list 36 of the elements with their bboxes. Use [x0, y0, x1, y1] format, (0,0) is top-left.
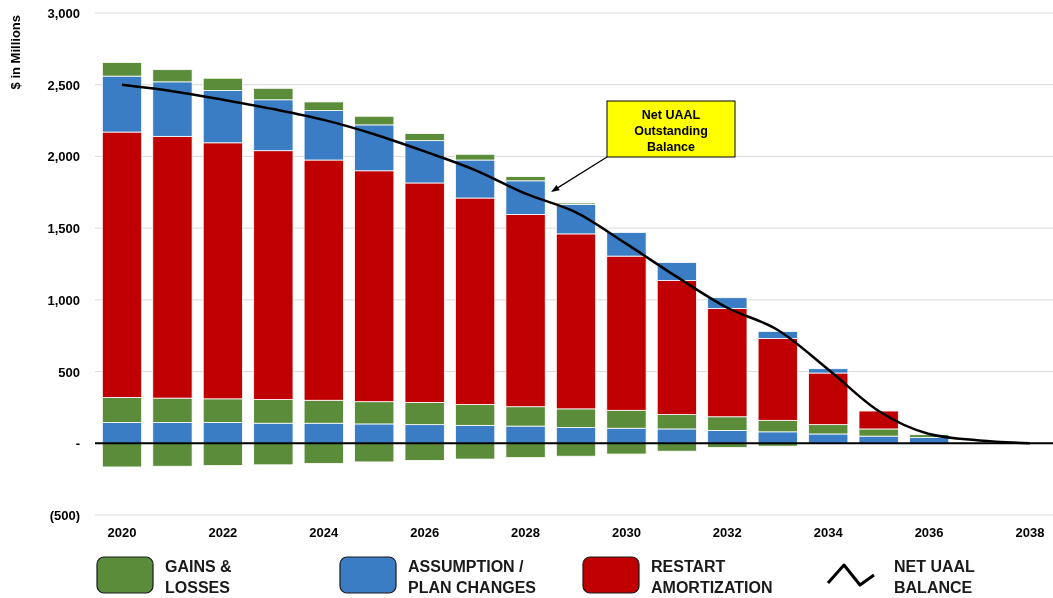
x-tick-label: 2028 [511, 525, 541, 540]
bar [202, 442, 243, 466]
y-tick-label: (500) [49, 508, 80, 523]
bar [455, 442, 496, 460]
x-tick-label: 2022 [208, 525, 238, 540]
bar [505, 442, 546, 459]
y-tick-label: 2,500 [47, 77, 80, 93]
bar [555, 442, 597, 457]
bar [354, 442, 395, 463]
annotation: Net UAAL Outstanding Balance [634, 108, 708, 154]
legend-label: GAINS & LOSSES [165, 558, 233, 596]
y-tick-label: 500 [58, 364, 80, 380]
x-tick-label: 2030 [611, 525, 641, 540]
y-tick-label: 3,000 [47, 6, 80, 21]
x-tick-label: 2032 [712, 525, 742, 540]
bar [253, 442, 294, 466]
x-tick-label: 2020 [107, 525, 137, 540]
y-tick-label: 1,500 [47, 221, 80, 237]
legend-label: RESTART AMORTIZATION [651, 558, 773, 596]
x-tick-label: 2026 [410, 525, 440, 540]
bar [404, 442, 445, 461]
bar [303, 442, 344, 464]
x-tick-label: 2036 [914, 525, 944, 540]
bar [101, 442, 143, 468]
bar [606, 442, 647, 455]
bar [152, 442, 193, 467]
x-tick-label: 2034 [813, 525, 844, 540]
y-tick-label: 2,000 [47, 149, 80, 165]
legend-label: NET UAAL BALANCE [894, 558, 976, 596]
y-tick-label: 1,000 [47, 292, 80, 308]
legend-label: ASSUMPTION / PLAN CHANGES [408, 558, 537, 596]
y-axis-title: $ in Millions [8, 15, 23, 90]
x-tick-label: 2038 [1015, 525, 1045, 540]
y-tick-label: - [75, 436, 80, 452]
bar [656, 442, 697, 452]
x-tick-label: 2024 [309, 525, 340, 540]
